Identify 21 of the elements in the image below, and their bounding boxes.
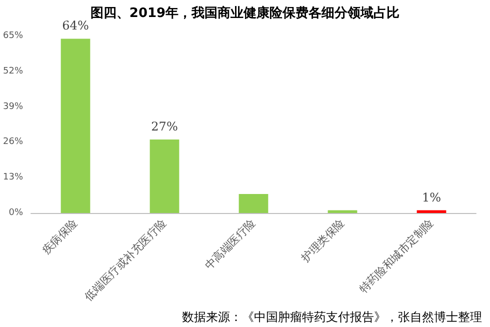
x-tick-label: 护理类保险: [298, 216, 348, 266]
x-tick-label: 低端医疗或补充医疗险: [82, 216, 170, 304]
bar: [238, 194, 268, 213]
source-note: 数据来源：《中国肿瘤特药支付报告》，张自然博士整理: [182, 310, 482, 324]
data-label: 64%: [62, 18, 89, 33]
bar: [60, 38, 90, 213]
y-tick-label: 26%: [2, 137, 24, 148]
x-tick-label: 中高端医疗险: [202, 216, 258, 272]
data-label: 1%: [422, 190, 442, 204]
chart-title: 图四、2019年，我国商业健康险保费各细分领域占比: [90, 5, 400, 21]
y-tick-label: 0%: [8, 208, 24, 218]
y-tick-label: 65%: [2, 31, 24, 41]
y-tick-label: 39%: [2, 102, 24, 112]
data-label: 27%: [151, 119, 178, 134]
x-tick-label: 疾病保险: [40, 216, 80, 257]
y-tick-label: 13%: [2, 172, 24, 183]
bar: [328, 210, 358, 213]
bar: [150, 139, 180, 213]
x-tick-label: 特药险和城市定制险: [356, 216, 436, 296]
y-tick-label: 52%: [2, 66, 24, 76]
bar: [416, 210, 446, 213]
